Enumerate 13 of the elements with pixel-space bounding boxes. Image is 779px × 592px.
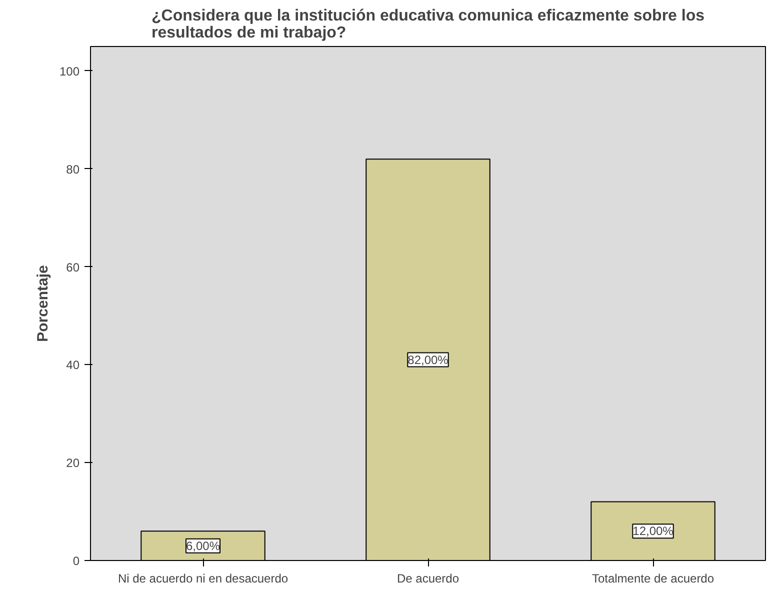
y-tick-label: 80 — [66, 162, 80, 176]
data-label: 82,00% — [408, 352, 449, 367]
y-tick-label: 0 — [72, 554, 80, 568]
data-label: 12,00% — [632, 524, 674, 538]
x-tick-label: Totalmente de acuerdo — [592, 572, 714, 586]
y-tick-label: 40 — [66, 358, 80, 372]
y-tick-label: 100 — [59, 64, 80, 78]
x-tick-label: Ni de acuerdo ni en desacuerdo — [118, 572, 288, 586]
y-tick-label: 20 — [66, 456, 80, 470]
x-tick-label: De acuerdo — [396, 572, 460, 586]
chart-title: ¿Considera que la institución educativa comunica eficazmente sobre los resultados de mi trabajo? — [151, 8, 705, 42]
y-tick-label: 60 — [66, 260, 80, 274]
y-axis-title: Porcentaje — [34, 265, 52, 342]
